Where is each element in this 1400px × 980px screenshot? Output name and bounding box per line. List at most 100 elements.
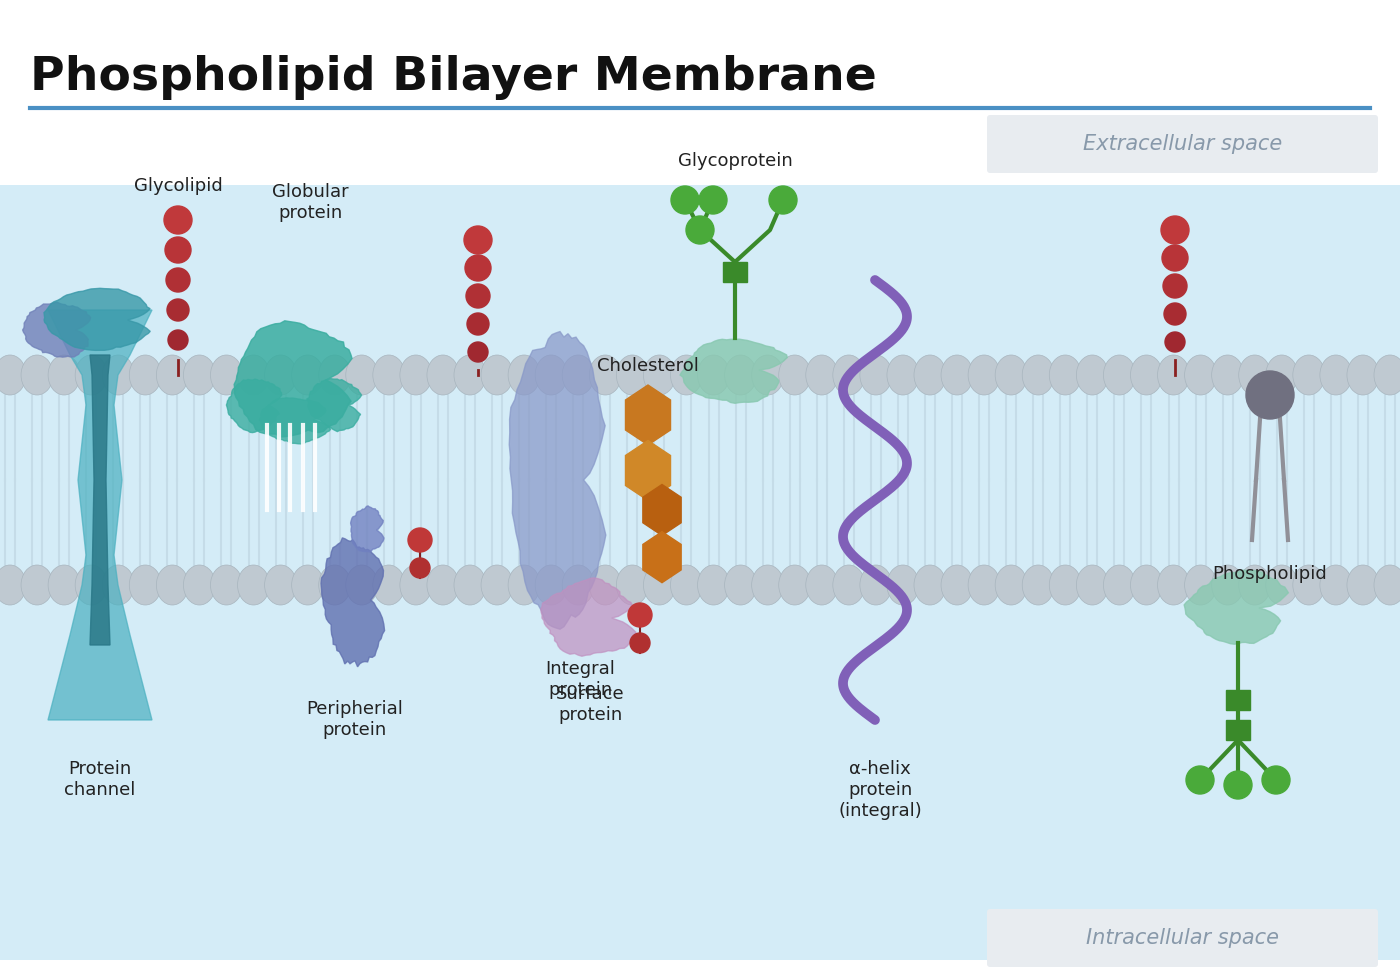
Ellipse shape <box>157 355 189 395</box>
Ellipse shape <box>1239 565 1271 605</box>
Ellipse shape <box>1022 565 1054 605</box>
Ellipse shape <box>589 565 622 605</box>
Ellipse shape <box>969 565 1000 605</box>
Ellipse shape <box>454 565 486 605</box>
Ellipse shape <box>291 355 323 395</box>
Ellipse shape <box>454 355 486 395</box>
Ellipse shape <box>752 565 784 605</box>
Ellipse shape <box>0 565 27 605</box>
Ellipse shape <box>1158 565 1190 605</box>
Ellipse shape <box>1158 355 1190 395</box>
Bar <box>1226 720 1250 740</box>
Ellipse shape <box>995 565 1028 605</box>
Ellipse shape <box>697 355 729 395</box>
Ellipse shape <box>806 565 837 605</box>
Ellipse shape <box>157 565 189 605</box>
Polygon shape <box>1184 570 1288 644</box>
Polygon shape <box>307 378 361 431</box>
Ellipse shape <box>1022 355 1054 395</box>
Ellipse shape <box>1266 355 1298 395</box>
Ellipse shape <box>1130 355 1162 395</box>
Circle shape <box>468 342 489 362</box>
Circle shape <box>1162 245 1189 271</box>
Ellipse shape <box>210 565 242 605</box>
Circle shape <box>465 255 491 281</box>
Circle shape <box>1186 766 1214 794</box>
Circle shape <box>463 226 491 254</box>
Circle shape <box>167 268 190 292</box>
Ellipse shape <box>860 565 892 605</box>
Bar <box>1226 690 1250 710</box>
Ellipse shape <box>76 355 108 395</box>
Circle shape <box>165 237 190 263</box>
Ellipse shape <box>589 355 622 395</box>
Ellipse shape <box>1211 565 1243 605</box>
Ellipse shape <box>372 355 405 395</box>
Ellipse shape <box>238 355 270 395</box>
Polygon shape <box>643 484 682 535</box>
FancyBboxPatch shape <box>987 909 1378 967</box>
Ellipse shape <box>183 355 216 395</box>
Ellipse shape <box>319 355 351 395</box>
Ellipse shape <box>48 355 80 395</box>
Polygon shape <box>626 385 671 445</box>
Ellipse shape <box>616 565 648 605</box>
Circle shape <box>630 633 650 653</box>
Ellipse shape <box>752 355 784 395</box>
Ellipse shape <box>346 355 378 395</box>
Ellipse shape <box>482 355 512 395</box>
Ellipse shape <box>535 565 567 605</box>
Circle shape <box>1165 332 1184 352</box>
Polygon shape <box>321 538 385 666</box>
Circle shape <box>468 313 489 335</box>
Ellipse shape <box>725 355 756 395</box>
Circle shape <box>699 186 727 214</box>
Polygon shape <box>43 288 150 351</box>
Ellipse shape <box>778 565 811 605</box>
Bar <box>722 262 748 282</box>
Polygon shape <box>350 506 384 552</box>
Polygon shape <box>48 310 153 720</box>
Ellipse shape <box>21 565 53 605</box>
Ellipse shape <box>644 565 675 605</box>
Ellipse shape <box>535 355 567 395</box>
Ellipse shape <box>346 565 378 605</box>
Polygon shape <box>90 355 111 645</box>
Ellipse shape <box>265 355 297 395</box>
Bar <box>0 185 1400 960</box>
Circle shape <box>1161 216 1189 244</box>
Ellipse shape <box>833 355 865 395</box>
Text: Globular
protein: Globular protein <box>272 183 349 222</box>
Text: Phospholipid: Phospholipid <box>1212 565 1327 583</box>
Polygon shape <box>259 398 330 444</box>
Ellipse shape <box>833 565 865 605</box>
Ellipse shape <box>1103 355 1135 395</box>
Circle shape <box>671 186 699 214</box>
Ellipse shape <box>644 355 675 395</box>
Ellipse shape <box>1266 565 1298 605</box>
Ellipse shape <box>508 565 540 605</box>
Polygon shape <box>227 379 281 432</box>
Ellipse shape <box>265 565 297 605</box>
Ellipse shape <box>291 565 323 605</box>
Ellipse shape <box>427 565 459 605</box>
Circle shape <box>1163 274 1187 298</box>
Ellipse shape <box>0 355 27 395</box>
Ellipse shape <box>183 565 216 605</box>
Ellipse shape <box>778 355 811 395</box>
FancyBboxPatch shape <box>987 115 1378 173</box>
Text: Intracellular space: Intracellular space <box>1086 928 1280 948</box>
Ellipse shape <box>129 355 161 395</box>
Ellipse shape <box>1103 565 1135 605</box>
Ellipse shape <box>941 565 973 605</box>
Ellipse shape <box>372 565 405 605</box>
Ellipse shape <box>319 565 351 605</box>
Ellipse shape <box>616 355 648 395</box>
Text: Peripherial
protein: Peripherial protein <box>307 700 403 739</box>
Ellipse shape <box>1292 355 1324 395</box>
Ellipse shape <box>129 565 161 605</box>
Text: Glycolipid: Glycolipid <box>133 177 223 195</box>
Ellipse shape <box>102 355 134 395</box>
Circle shape <box>168 330 188 350</box>
Ellipse shape <box>671 355 703 395</box>
